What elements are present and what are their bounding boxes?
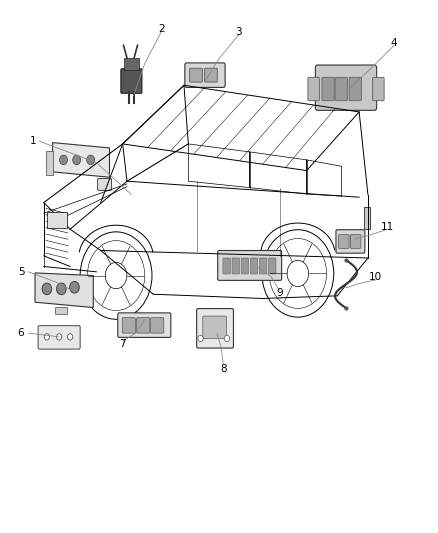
FancyBboxPatch shape <box>38 326 80 349</box>
Text: 4: 4 <box>391 38 398 47</box>
FancyBboxPatch shape <box>232 258 240 274</box>
FancyBboxPatch shape <box>185 63 225 87</box>
Circle shape <box>44 334 49 340</box>
FancyBboxPatch shape <box>315 65 377 110</box>
FancyBboxPatch shape <box>350 235 361 248</box>
FancyBboxPatch shape <box>218 251 282 280</box>
FancyBboxPatch shape <box>336 230 365 253</box>
Text: 5: 5 <box>18 267 25 277</box>
Circle shape <box>73 155 81 165</box>
Circle shape <box>70 281 79 293</box>
FancyBboxPatch shape <box>151 318 164 333</box>
FancyBboxPatch shape <box>241 258 249 274</box>
Circle shape <box>42 283 52 295</box>
FancyBboxPatch shape <box>223 258 230 274</box>
FancyBboxPatch shape <box>322 77 334 101</box>
Text: 3: 3 <box>235 27 242 37</box>
Circle shape <box>198 335 203 342</box>
Text: 1: 1 <box>29 136 36 146</box>
FancyBboxPatch shape <box>205 68 217 82</box>
Text: 7: 7 <box>119 339 126 349</box>
FancyBboxPatch shape <box>190 68 202 82</box>
Bar <box>124 58 139 70</box>
Circle shape <box>60 155 67 165</box>
Circle shape <box>57 334 62 340</box>
Text: 9: 9 <box>276 288 283 298</box>
Text: 10: 10 <box>369 272 382 282</box>
Text: 2: 2 <box>158 25 165 34</box>
FancyBboxPatch shape <box>268 258 276 274</box>
FancyBboxPatch shape <box>137 318 150 333</box>
FancyBboxPatch shape <box>308 77 319 101</box>
FancyBboxPatch shape <box>259 258 267 274</box>
Circle shape <box>224 335 230 342</box>
FancyBboxPatch shape <box>339 235 349 248</box>
Polygon shape <box>53 143 110 177</box>
FancyBboxPatch shape <box>373 77 384 101</box>
Bar <box>55 307 67 314</box>
FancyBboxPatch shape <box>121 69 142 93</box>
FancyBboxPatch shape <box>118 313 171 337</box>
Text: 6: 6 <box>18 328 25 338</box>
Text: 11: 11 <box>381 222 394 231</box>
Text: 8: 8 <box>220 364 227 374</box>
Bar <box>364 207 370 229</box>
FancyBboxPatch shape <box>250 258 258 274</box>
FancyBboxPatch shape <box>203 316 226 338</box>
FancyBboxPatch shape <box>197 309 233 348</box>
Circle shape <box>67 334 73 340</box>
Circle shape <box>57 283 66 295</box>
FancyBboxPatch shape <box>98 179 112 190</box>
FancyBboxPatch shape <box>335 77 347 101</box>
FancyBboxPatch shape <box>349 77 361 101</box>
Bar <box>46 150 53 175</box>
Bar <box>47 212 67 228</box>
Polygon shape <box>35 273 93 308</box>
FancyBboxPatch shape <box>122 318 135 333</box>
Circle shape <box>87 155 95 165</box>
